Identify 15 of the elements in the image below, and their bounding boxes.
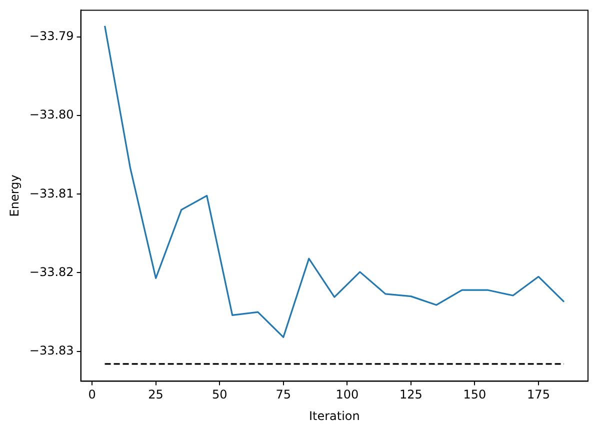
y-tick-label: −33.80 [29, 108, 74, 122]
x-tick-label: 175 [527, 388, 550, 402]
y-tick-label: −33.83 [29, 343, 74, 358]
x-tick-label: 125 [399, 388, 422, 402]
y-tick-label: −33.82 [29, 264, 74, 279]
x-tick-label: 50 [212, 388, 228, 402]
x-tick-label: 25 [148, 388, 164, 402]
y-tick-label: −33.81 [29, 186, 74, 200]
x-tick-label: 150 [463, 388, 486, 402]
y-axis-title: Energy [7, 174, 22, 217]
x-tick-label: 75 [276, 388, 292, 402]
x-tick-label: 0 [88, 388, 96, 402]
x-axis-title: Iteration [308, 408, 360, 423]
x-tick-label: 100 [336, 388, 359, 402]
y-tick-label: −33.79 [29, 29, 74, 44]
